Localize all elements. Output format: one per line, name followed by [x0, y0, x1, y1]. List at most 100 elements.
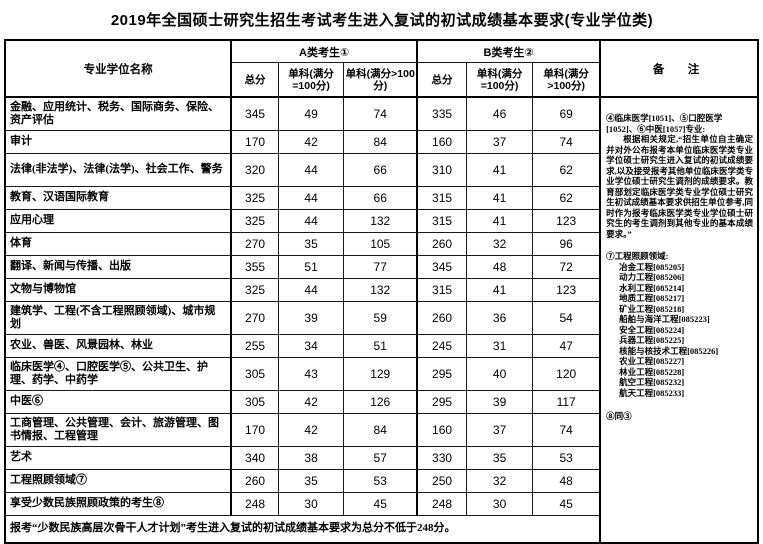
score-b-cell: 123 [532, 208, 602, 233]
score-a-cell: 260 [230, 468, 279, 493]
score-b-cell: 30 [465, 491, 534, 516]
score-b-cell: 45 [532, 491, 602, 516]
score-a-cell: 325 [230, 277, 279, 302]
score-a-cell: 105 [343, 231, 419, 256]
score-b-cell: 62 [532, 185, 602, 210]
degree-name-cell: 临床医学④、口腔医学⑤、公共卫生、护理、药学、中药学 [4, 356, 233, 391]
engineering-field: 水利工程[085214] [619, 282, 685, 293]
score-a-cell: 77 [343, 254, 419, 279]
degree-name-cell: 中医⑥ [4, 389, 233, 414]
header-group-b: B类考生② [416, 39, 602, 63]
score-a-cell: 45 [343, 491, 419, 516]
score-b-cell: 32 [465, 231, 534, 256]
header-a-total: 总分 [230, 62, 279, 98]
score-a-cell: 345 [230, 96, 279, 131]
score-b-cell: 260 [416, 300, 467, 335]
engineering-field: 航空工程[085232] [619, 377, 685, 387]
score-a-cell: 170 [230, 129, 279, 154]
score-a-cell: 270 [230, 231, 279, 256]
degree-name-cell: 建筑学、工程(不含工程照顾领域)、城市规划 [4, 300, 233, 335]
score-a-cell: 355 [230, 254, 279, 279]
score-b-cell: 37 [465, 412, 534, 447]
score-b-cell: 295 [416, 389, 467, 414]
table-row: 工程照顾领域⑦ 260 35 53 250 32 48 [4, 468, 758, 493]
engineering-field: 冶金工程[085205] [619, 261, 685, 272]
header-remarks: 备 注 [599, 39, 759, 98]
table-row: 翻译、新闻与传播、出版 355 51 77 345 48 72 [4, 254, 758, 279]
remarks-same-as-note: ⑧同③ [606, 411, 632, 421]
table-row: 金融、应用统计、税务、国际商务、保险、资产评估 345 49 74 335 46 69 ④临… [4, 96, 759, 543]
score-a-cell: 255 [230, 333, 279, 358]
score-a-cell: 44 [277, 208, 345, 233]
score-b-cell: 54 [532, 300, 602, 335]
score-a-cell: 39 [277, 300, 345, 335]
degree-name-cell: 工商管理、公共管理、会计、旅游管理、图书情报、工程管理 [4, 412, 233, 447]
degree-name-cell: 工程照顾领域⑦ [4, 468, 233, 493]
engineering-field: 航天工程[085233] [619, 387, 685, 398]
score-b-cell: 36 [465, 300, 534, 335]
score-b-cell: 123 [532, 277, 602, 302]
score-a-cell: 44 [277, 277, 345, 302]
degree-name-cell: 翻译、新闻与传播、出版 [4, 254, 233, 279]
score-b-cell: 47 [532, 333, 602, 358]
score-b-cell: 248 [416, 491, 467, 516]
header-b-total: 总分 [416, 62, 467, 98]
remarks-medical-block: ④临床医学[1051]、⑤口腔医学[1052]、⑥中医[1057]专业: 根据相… [606, 113, 753, 239]
table-row: 建筑学、工程(不含工程照顾领域)、城市规划 270 39 59 260 36 54 [4, 300, 758, 335]
table-body: 金融、应用统计、税务、国际商务、保险、资产评估 345 49 74 335 46 69 ④临… [4, 96, 759, 543]
engineering-field-list: 冶金工程[085205] 动力工程[085206] 水利工程[085214] 地质工程… [606, 262, 753, 399]
score-b-cell: 35 [465, 445, 534, 470]
score-b-cell: 41 [465, 208, 534, 233]
score-b-cell: 41 [465, 185, 534, 210]
score-b-cell: 117 [532, 389, 602, 414]
score-b-cell: 48 [532, 468, 602, 493]
remarks-medical-body: 根据相关规定,“招生单位自主确定并对外公布报考本单位临床医学类专业学位硕士研究生… [606, 134, 753, 239]
score-a-cell: 42 [277, 412, 345, 447]
score-a-cell: 35 [277, 231, 345, 256]
score-b-cell: 330 [416, 445, 467, 470]
score-a-cell: 132 [343, 208, 419, 233]
score-a-cell: 248 [230, 491, 279, 516]
table-row: 应用心理 325 44 132 315 41 123 [4, 208, 758, 233]
score-b-cell: 69 [532, 96, 602, 131]
header-b-single-gt100: 单科(满分>100分) [532, 62, 602, 98]
score-b-cell: 315 [416, 185, 467, 210]
score-a-cell: 325 [230, 208, 279, 233]
score-b-cell: 40 [465, 356, 534, 391]
score-b-cell: 250 [416, 468, 467, 493]
score-b-cell: 345 [416, 254, 467, 279]
table-header: 专业学位名称 A类考生① B类考生② 备 注 总分 单科(满分=100分) 单科… [4, 39, 759, 98]
table-row: 体育 270 35 105 260 32 96 [4, 231, 758, 256]
header-a-single-100: 单科(满分=100分) [277, 62, 345, 98]
degree-name-cell: 文物与博物馆 [4, 277, 233, 302]
degree-name-cell: 享受少数民族照顾政策的考生⑧ [4, 491, 233, 516]
table-row: 教育、汉语国际教育 325 44 66 315 41 62 [4, 185, 758, 210]
table-footer-row: 报考“少数民族高层次骨干人才计划”考生进入复试的初试成绩基本要求为总分不低于24… [4, 514, 758, 543]
score-b-cell: 160 [416, 129, 467, 154]
table-row: 艺术 340 38 57 330 35 53 [4, 445, 758, 470]
score-a-cell: 44 [277, 152, 345, 187]
score-a-cell: 44 [277, 185, 345, 210]
table-row: 工商管理、公共管理、会计、旅游管理、图书情报、工程管理 170 42 84 160 37 7… [4, 412, 758, 447]
score-a-cell: 340 [230, 445, 279, 470]
score-a-cell: 34 [277, 333, 345, 358]
degree-name-cell: 金融、应用统计、税务、国际商务、保险、资产评估 [4, 96, 233, 131]
score-b-cell: 39 [465, 389, 534, 414]
score-a-cell: 84 [343, 412, 419, 447]
engineering-field: 船舶与海洋工程[085223] [619, 314, 710, 324]
header-degree-name: 专业学位名称 [4, 39, 233, 98]
footer-note-cell: 报考“少数民族高层次骨干人才计划”考生进入复试的初试成绩基本要求为总分不低于24… [4, 514, 602, 543]
remarks-cell: ④临床医学[1051]、⑤口腔医学[1052]、⑥中医[1057]专业: 根据相… [599, 96, 759, 543]
score-b-cell: 74 [532, 412, 602, 447]
score-a-cell: 51 [343, 333, 419, 358]
engineering-field: 动力工程[085206] [619, 272, 685, 282]
score-a-cell: 74 [343, 96, 419, 131]
degree-name-cell: 审计 [4, 129, 233, 154]
score-a-cell: 38 [277, 445, 345, 470]
score-b-cell: 48 [465, 254, 534, 279]
engineering-field: 矿业工程[085218] [619, 303, 685, 314]
score-a-cell: 59 [343, 300, 419, 335]
score-a-cell: 129 [343, 356, 419, 391]
engineering-field: 安全工程[085224] [619, 324, 685, 335]
score-b-cell: 62 [532, 152, 602, 187]
